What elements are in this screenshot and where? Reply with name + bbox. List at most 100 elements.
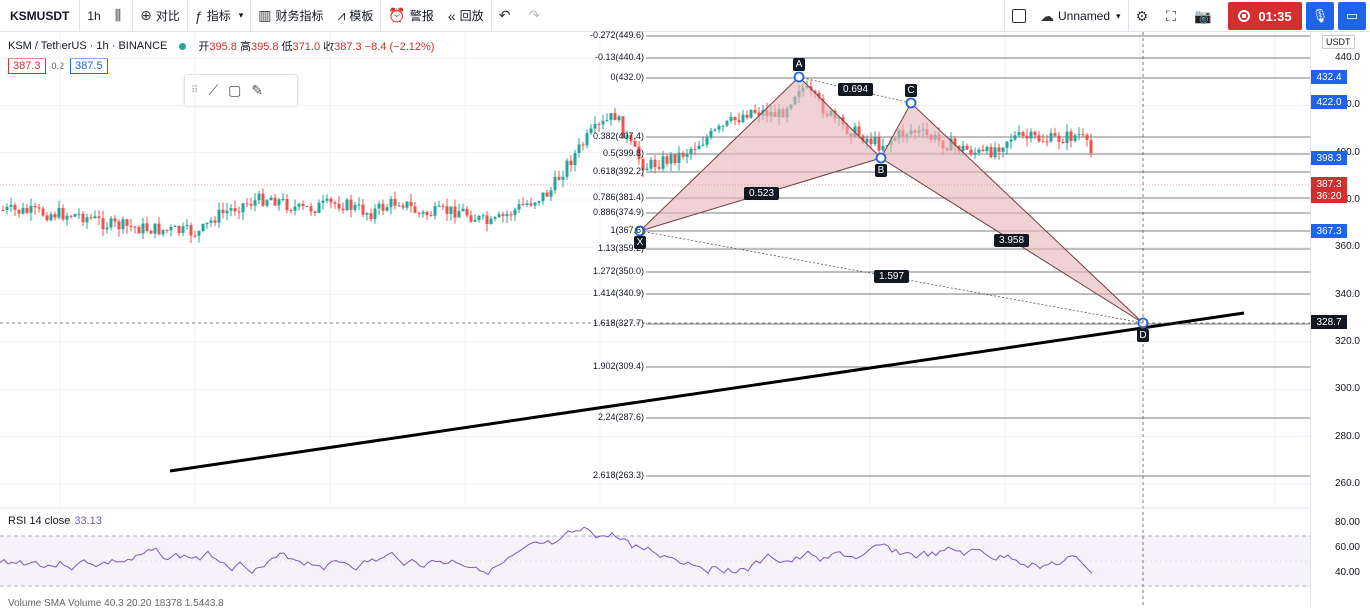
brush-icon[interactable]: ✎ [251, 81, 264, 98]
candle-body [457, 211, 461, 218]
candle-body [1045, 141, 1049, 143]
high-label: 高 [239, 41, 251, 53]
candle-body [289, 210, 293, 212]
financials-button[interactable]: ▥ 财务指标 [251, 0, 330, 32]
candle-body [713, 129, 717, 131]
fullscreen-button[interactable]: ⛶ [1159, 0, 1187, 32]
bar-chart-icon: ▥ [258, 7, 272, 23]
layout-name-button[interactable]: ☁ Unnamed ▾ [1033, 0, 1128, 32]
camera-record-button[interactable]: ▭ [1338, 2, 1366, 30]
fib-level-label: 0.382(407.4) [592, 131, 644, 141]
candle-body [1053, 133, 1057, 136]
alert-button[interactable]: ⏰ 警报 [381, 0, 440, 32]
record-button[interactable]: 01:35 [1228, 2, 1302, 30]
open-value: 395.8 [209, 41, 237, 53]
candle-body [465, 208, 469, 216]
fib-level-label: 1.618(327.7) [592, 318, 644, 328]
fullscreen-icon: ⛶ [1166, 7, 1176, 24]
fib-level-label: 0.886(374.9) [592, 207, 644, 217]
symbol-search[interactable]: KSMUSDT [10, 8, 70, 23]
axis-rsi-label: 60.00 [1334, 542, 1360, 553]
candle-body [117, 221, 121, 230]
rsi-title: RSI 14 close [8, 515, 71, 527]
candle-body [861, 135, 865, 143]
indicators-button[interactable]: ƒ 指标 ▾ [188, 0, 250, 32]
candle-body [393, 198, 397, 206]
candle-body [633, 141, 637, 147]
interval-button[interactable]: 1h [87, 8, 101, 23]
candle-body [449, 206, 453, 215]
candle-body [1081, 134, 1085, 136]
replay-button[interactable]: «回放 [441, 0, 491, 32]
candle-body [77, 213, 81, 215]
undo-icon: ↶ [498, 7, 511, 23]
volume-legend: Volume SMA Volume 40.3 20.20 18378 1.544… [8, 598, 224, 609]
candle-body [877, 136, 881, 151]
candle-body [613, 113, 617, 121]
candle-body [881, 145, 885, 151]
candle-body [309, 206, 313, 212]
candle-body [1037, 135, 1041, 142]
candle-body [221, 209, 225, 214]
market-status-dot [179, 42, 187, 50]
candle-body [521, 204, 525, 206]
drawing-toolbar: ⠿ ⟋ ▢ ✎ [184, 74, 298, 106]
fib-level-label: -0.272(449.6) [589, 30, 644, 40]
candle-body [489, 218, 493, 224]
candle-body [753, 109, 757, 113]
candle-body [509, 214, 513, 216]
candle-body [1049, 133, 1053, 142]
pattern-anchor [634, 225, 646, 237]
candles-icon[interactable]: ⫼ [114, 7, 122, 23]
candle-body [149, 230, 153, 234]
candle-body [997, 147, 1001, 152]
templates-button[interactable]: ⩘ 模板 [331, 0, 381, 32]
candle-body [433, 206, 437, 216]
candle-body [413, 206, 417, 213]
mic-button[interactable]: 🎙 [1306, 2, 1334, 30]
layout-square-button[interactable] [1005, 0, 1033, 32]
compare-button[interactable]: ⊕ 对比 [133, 0, 187, 32]
rsi-legend: RSI 14 close 33.13 [8, 515, 102, 527]
trend-line [169, 311, 1245, 473]
pattern-point-label: X [634, 236, 646, 249]
trend-line-icon[interactable]: ⟋ [208, 81, 219, 98]
fib-level-label: 0.786(381.4) [592, 192, 644, 202]
candle-body [685, 153, 689, 157]
candle-body [177, 225, 181, 234]
candle-body [605, 119, 609, 121]
candle-body [453, 206, 457, 218]
candle-body [357, 204, 361, 206]
candle-body [189, 225, 193, 236]
candle-body [461, 208, 465, 212]
candle-body [649, 159, 653, 169]
currency-label[interactable]: USDT [1322, 35, 1355, 49]
candle-body [657, 167, 661, 169]
rectangle-icon[interactable]: ▢ [228, 81, 242, 98]
candle-body [665, 156, 669, 164]
candle-body [565, 160, 569, 177]
templates-label: 模板 [349, 9, 374, 23]
settings-button[interactable]: ⚙ [1129, 0, 1160, 32]
axis-price-tag: 432.4 [1311, 70, 1347, 84]
undo-button[interactable]: ↶ [492, 0, 522, 32]
templates-icon: ⩘ [337, 7, 346, 23]
candle-body [121, 219, 125, 230]
candle-body [669, 154, 673, 164]
candle-body [717, 125, 721, 130]
candle-body [673, 154, 677, 164]
snapshot-button[interactable]: 📷 [1187, 0, 1222, 32]
pattern-anchor [905, 97, 917, 109]
indicators-label: 指标 [206, 9, 231, 23]
redo-icon: ↷ [528, 7, 541, 23]
compare-label: 对比 [155, 9, 180, 23]
candle-body [1057, 135, 1061, 142]
candle-body [429, 215, 433, 217]
candle-body [737, 120, 741, 123]
fx-icon: ƒ [194, 7, 203, 24]
chart-canvas[interactable] [0, 0, 1310, 606]
candle-body [425, 211, 429, 216]
candle-body [993, 147, 997, 158]
axis-price-tag: 387.3 [1311, 177, 1347, 191]
candle-body [69, 215, 73, 217]
